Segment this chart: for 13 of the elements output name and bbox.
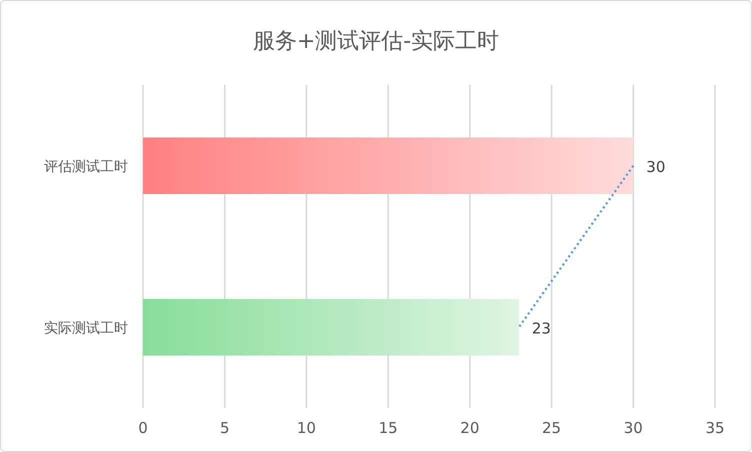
x-tick-label: 15	[378, 419, 398, 437]
data-label: 23	[532, 319, 551, 338]
x-tick-label: 10	[296, 419, 316, 437]
y-tick-label: 评估测试工时	[44, 158, 128, 175]
x-tick-label: 25	[542, 419, 562, 437]
data-label: 30	[646, 158, 666, 176]
x-tick-label: 0	[138, 419, 148, 437]
chart-title: 服务+测试评估-实际工时	[252, 29, 500, 54]
y-tick-label: 实际测试工时	[44, 320, 128, 336]
x-tick-label: 5	[220, 419, 230, 437]
x-tick-label: 35	[705, 419, 725, 437]
x-tick-label: 30	[624, 419, 643, 437]
x-tick-label: 20	[460, 419, 480, 437]
